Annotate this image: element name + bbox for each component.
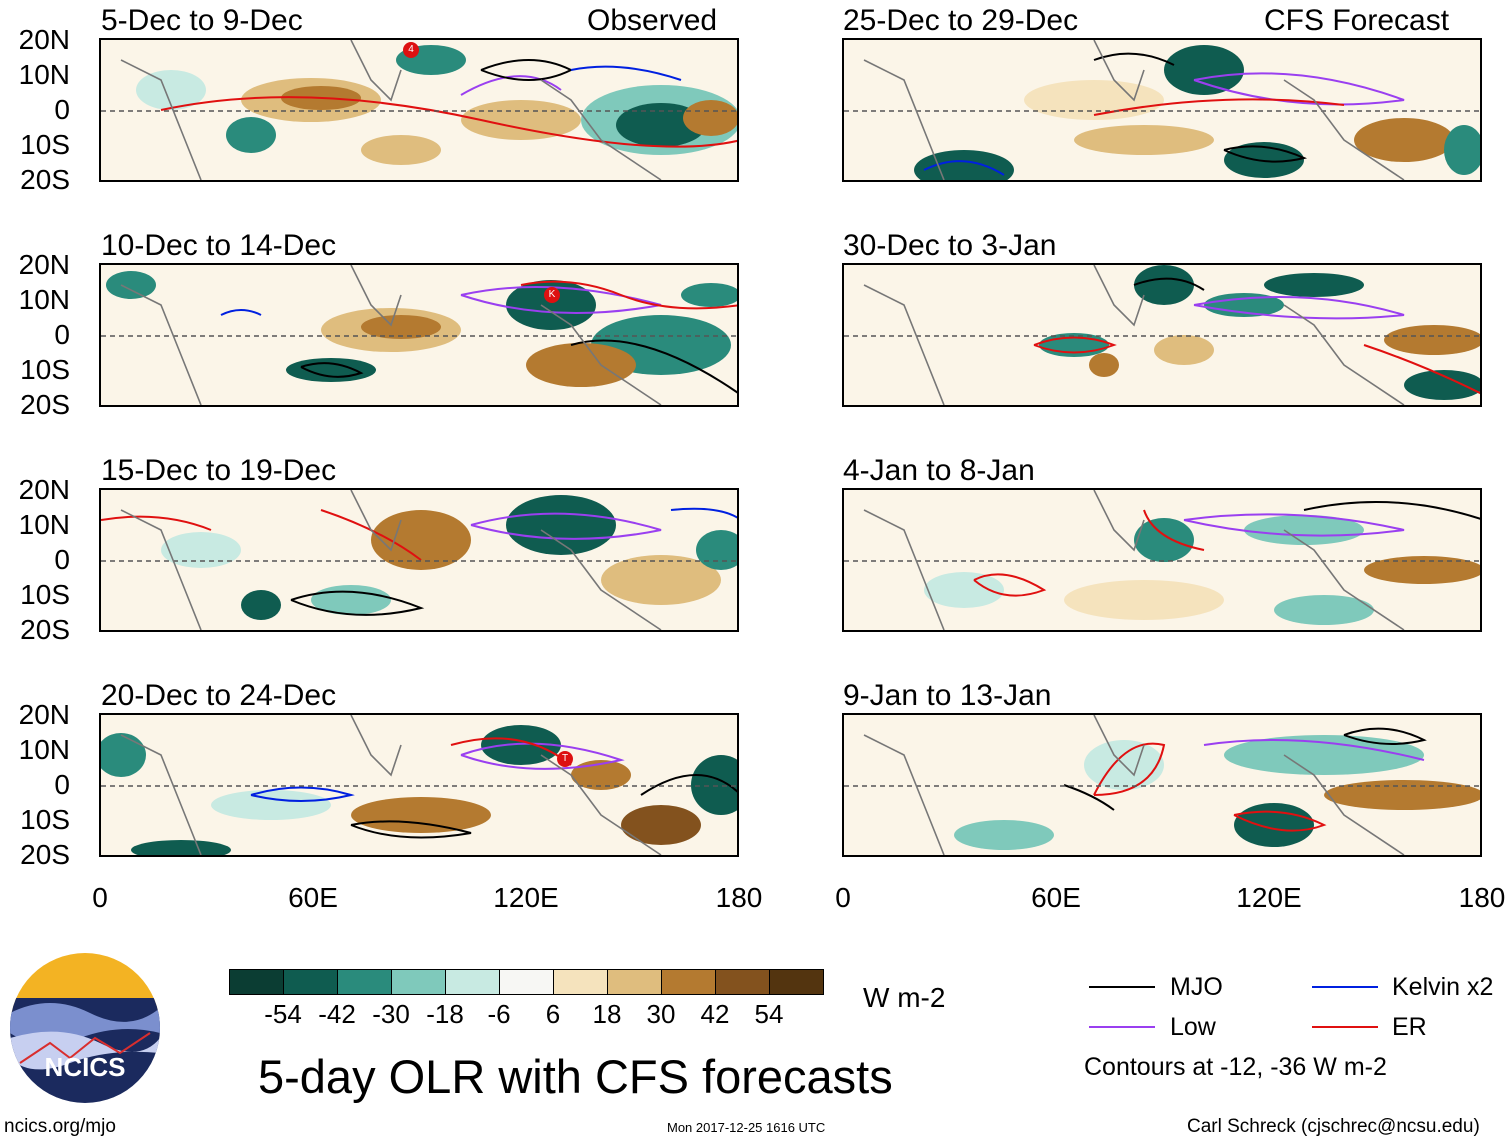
lat-label: 10S: [20, 129, 70, 160]
panel-title-5: 25-Dec to 29-Dec: [843, 4, 1079, 37]
panel-title-4: 20-Dec to 24-Dec: [101, 679, 337, 712]
lon-label: 60E: [1031, 882, 1081, 913]
lon-label: 180: [715, 882, 763, 913]
olr-anomaly-field: [101, 715, 737, 855]
colorbar-swatch: [715, 969, 770, 995]
lat-label: 20S: [20, 614, 70, 645]
legend-low: Low: [1170, 1013, 1216, 1041]
legend-line-low: [1089, 1026, 1155, 1028]
lat-label: 10S: [20, 354, 70, 385]
olr-anomaly-field: [101, 265, 737, 405]
logo-text: NCICS: [44, 1052, 126, 1082]
colorbar-swatch: [661, 969, 716, 995]
lat-label: 20S: [20, 164, 70, 195]
footer-url[interactable]: ncics.org/mjo: [4, 1116, 116, 1137]
ncics-logo: NCICS: [10, 953, 160, 1103]
olr-anomaly-field: [844, 715, 1480, 855]
panel-title-8: 9-Jan to 13-Jan: [843, 679, 1052, 712]
lat-label: 10N: [18, 284, 70, 315]
olr-map-panel-6: [842, 263, 1482, 407]
panel-title-7: 4-Jan to 8-Jan: [843, 454, 1035, 487]
colorbar-swatch: [607, 969, 662, 995]
colorbar-tick-label: 30: [646, 999, 676, 1029]
storm-marker: K: [544, 287, 560, 303]
observed-label: Observed: [587, 4, 718, 37]
lat-label: 20N: [18, 699, 70, 730]
colorbar-tick-label: 6: [545, 999, 561, 1029]
olr-anomaly-field: [844, 265, 1480, 405]
olr-map-panel-3: [99, 488, 739, 632]
colorbar-tick-label: -42: [318, 999, 356, 1029]
panel-title-1: 5-Dec to 9-Dec: [101, 4, 303, 37]
legend-mjo: MJO: [1170, 973, 1223, 1001]
lon-label: 120E: [493, 882, 559, 913]
lat-label: 0: [54, 769, 70, 800]
lat-label: 20N: [18, 474, 70, 505]
olr-map-panel-4: T: [99, 713, 739, 857]
colorbar-tick-label: 18: [592, 999, 622, 1029]
colorbar-tick-label: 54: [754, 999, 784, 1029]
colorbar: [229, 969, 824, 995]
colorbar-swatch: [445, 969, 500, 995]
lat-label: 10S: [20, 579, 70, 610]
legend-line-kelvin: [1312, 986, 1378, 988]
lon-label: 180: [1458, 882, 1506, 913]
lon-label: 0: [835, 882, 851, 913]
colorbar-units: W m-2: [863, 982, 946, 1013]
chart-title: 5-day OLR with CFS forecasts: [258, 1050, 893, 1103]
colorbar-swatch: [283, 969, 338, 995]
colorbar-swatch: [499, 969, 554, 995]
lat-label: 0: [54, 94, 70, 125]
lat-label: 10N: [18, 59, 70, 90]
olr-map-panel-2: K: [99, 263, 739, 407]
colorbar-swatch: [337, 969, 392, 995]
colorbar-swatch: [391, 969, 446, 995]
panel-title-6: 30-Dec to 3-Jan: [843, 229, 1057, 262]
colorbar-tick-label: -30: [372, 999, 410, 1029]
olr-anomaly-field: [101, 490, 737, 630]
colorbar-swatch: [229, 969, 284, 995]
footer-credit: Carl Schreck (cjschrec@ncsu.edu): [1187, 1116, 1480, 1137]
lat-label: 10S: [20, 804, 70, 835]
lat-label: 10N: [18, 734, 70, 765]
lat-label: 0: [54, 319, 70, 350]
cfs-forecast-label: CFS Forecast: [1264, 4, 1450, 37]
colorbar-tick-label: -18: [426, 999, 464, 1029]
legend-kelvin: Kelvin x2: [1392, 973, 1494, 1001]
olr-map-panel-5: [842, 38, 1482, 182]
lat-label: 20S: [20, 389, 70, 420]
olr-map-panel-7: [842, 488, 1482, 632]
lat-label: 0: [54, 544, 70, 575]
olr-anomaly-field: [844, 490, 1480, 630]
olr-map-panel-1: 4: [99, 38, 739, 182]
legend-er: ER: [1392, 1013, 1427, 1041]
lat-label: 10N: [18, 509, 70, 540]
contour-note: Contours at -12, -36 W m-2: [1084, 1053, 1387, 1081]
storm-marker: 4: [403, 42, 419, 58]
footer-timestamp: Mon 2017-12-25 1616 UTC: [667, 1120, 826, 1135]
storm-marker: T: [557, 751, 573, 767]
colorbar-tick-label: -54: [264, 999, 302, 1029]
lon-label: 120E: [1236, 882, 1302, 913]
lat-label: 20S: [20, 839, 70, 870]
panel-title-3: 15-Dec to 19-Dec: [101, 454, 337, 487]
lon-label: 0: [92, 882, 108, 913]
olr-anomaly-field: [101, 40, 737, 180]
lat-label: 20N: [18, 24, 70, 55]
legend-line-mjo: [1089, 986, 1155, 988]
olr-anomaly-field: [844, 40, 1480, 180]
colorbar-tick-label: -6: [487, 999, 511, 1029]
lat-label: 20N: [18, 249, 70, 280]
colorbar-tick-label: 42: [700, 999, 730, 1029]
olr-map-panel-8: [842, 713, 1482, 857]
colorbar-ticks: -54 -42 -30 -18 -6 6 18 30 42 54: [229, 1001, 849, 1029]
panel-title-2: 10-Dec to 14-Dec: [101, 229, 337, 262]
legend-line-er: [1312, 1026, 1378, 1028]
colorbar-swatch: [553, 969, 608, 995]
lon-label: 60E: [288, 882, 338, 913]
colorbar-swatch: [769, 969, 824, 995]
